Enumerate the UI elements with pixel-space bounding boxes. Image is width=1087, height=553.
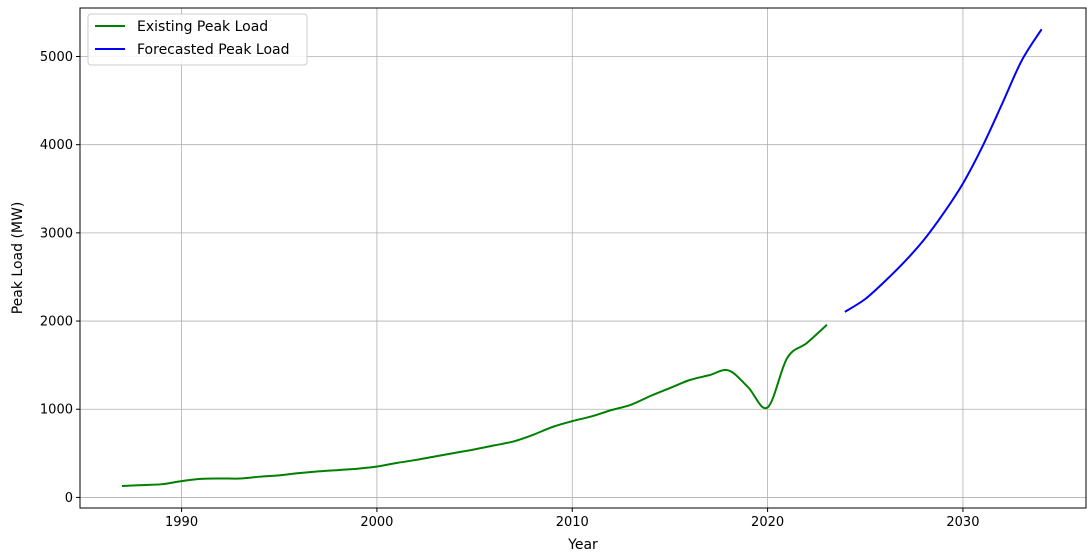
series-layer bbox=[121, 28, 1043, 487]
x-tick-label: 2020 bbox=[751, 515, 784, 530]
x-tick-label: 1990 bbox=[165, 515, 198, 530]
ticks: 1990 2000 2010 2020 2030 0 1000 2000 3000 4000 500… bbox=[40, 50, 980, 530]
y-tick-label: 2000 bbox=[40, 315, 73, 330]
plot-frame bbox=[79, 7, 1087, 509]
plot-background bbox=[80, 8, 1086, 508]
legend-label-existing: Existing Peak Load bbox=[137, 19, 268, 35]
y-tick-label: 5000 bbox=[40, 50, 73, 65]
x-axis-label: Year bbox=[567, 537, 598, 553]
y-tick-label: 1000 bbox=[40, 403, 73, 418]
legend-box bbox=[87, 13, 308, 66]
y-axis-label: Peak Load (MW) bbox=[10, 202, 26, 315]
y-tick-label: 4000 bbox=[40, 138, 73, 153]
legend: Existing Peak Load Forecasted Peak Load bbox=[87, 13, 308, 66]
legend-label-forecasted: Forecasted Peak Load bbox=[137, 42, 289, 58]
series-line-forecasted-peak-load bbox=[844, 28, 1043, 313]
y-tick-label: 0 bbox=[65, 491, 73, 506]
x-tick-label: 2010 bbox=[556, 515, 589, 530]
y-tick-label: 3000 bbox=[40, 226, 73, 241]
x-tick-label: 2030 bbox=[946, 515, 979, 530]
x-tick-label: 2000 bbox=[360, 515, 393, 530]
series-line-existing-peak-load bbox=[121, 324, 828, 487]
